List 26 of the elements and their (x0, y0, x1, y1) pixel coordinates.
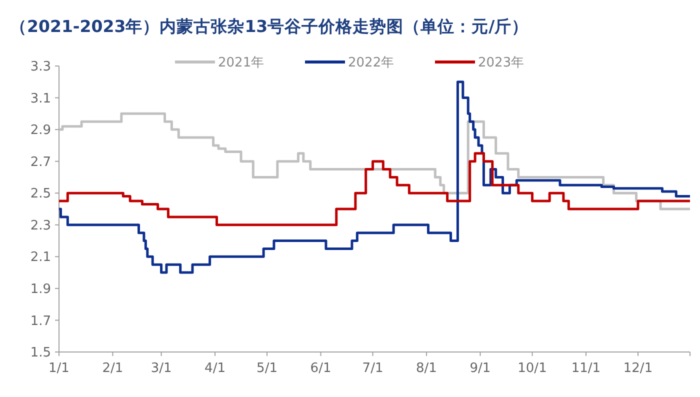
x-tick-label: 11/1 (571, 361, 601, 376)
y-tick-label: 1.9 (30, 282, 51, 297)
x-tick-label: 3/1 (150, 361, 172, 376)
y-tick-label: 1.7 (30, 314, 51, 329)
x-tick-label: 2/1 (102, 361, 124, 376)
x-tick-label: 12/1 (623, 361, 653, 376)
x-tick-label: 1/1 (48, 361, 70, 376)
x-tick-label: 9/1 (470, 361, 491, 376)
y-tick-label: 2.5 (30, 186, 51, 202)
y-tick-label: 3.1 (30, 91, 51, 106)
legend-label: 2022年 (348, 56, 394, 71)
x-tick-label: 7/1 (362, 361, 384, 376)
y-tick-label: 2.1 (30, 250, 51, 266)
legend-label: 2023年 (478, 56, 524, 71)
y-tick-label: 1.5 (30, 346, 51, 361)
chart-title: （2021-2023年）内蒙古张杂13号谷子价格走势图（单位：元/斤） (10, 17, 529, 36)
x-tick-label: 8/1 (416, 361, 437, 376)
x-tick-label: 10/1 (518, 361, 547, 376)
y-tick-label: 2.7 (30, 154, 51, 170)
y-tick-label: 3.3 (30, 60, 51, 75)
y-tick-label: 2.3 (30, 218, 51, 234)
x-tick-label: 6/1 (310, 361, 332, 376)
y-tick-label: 2.9 (30, 123, 51, 138)
x-tick-label: 5/1 (256, 361, 278, 376)
x-tick-label: 4/1 (204, 361, 226, 376)
legend-label: 2021年 (218, 56, 264, 71)
